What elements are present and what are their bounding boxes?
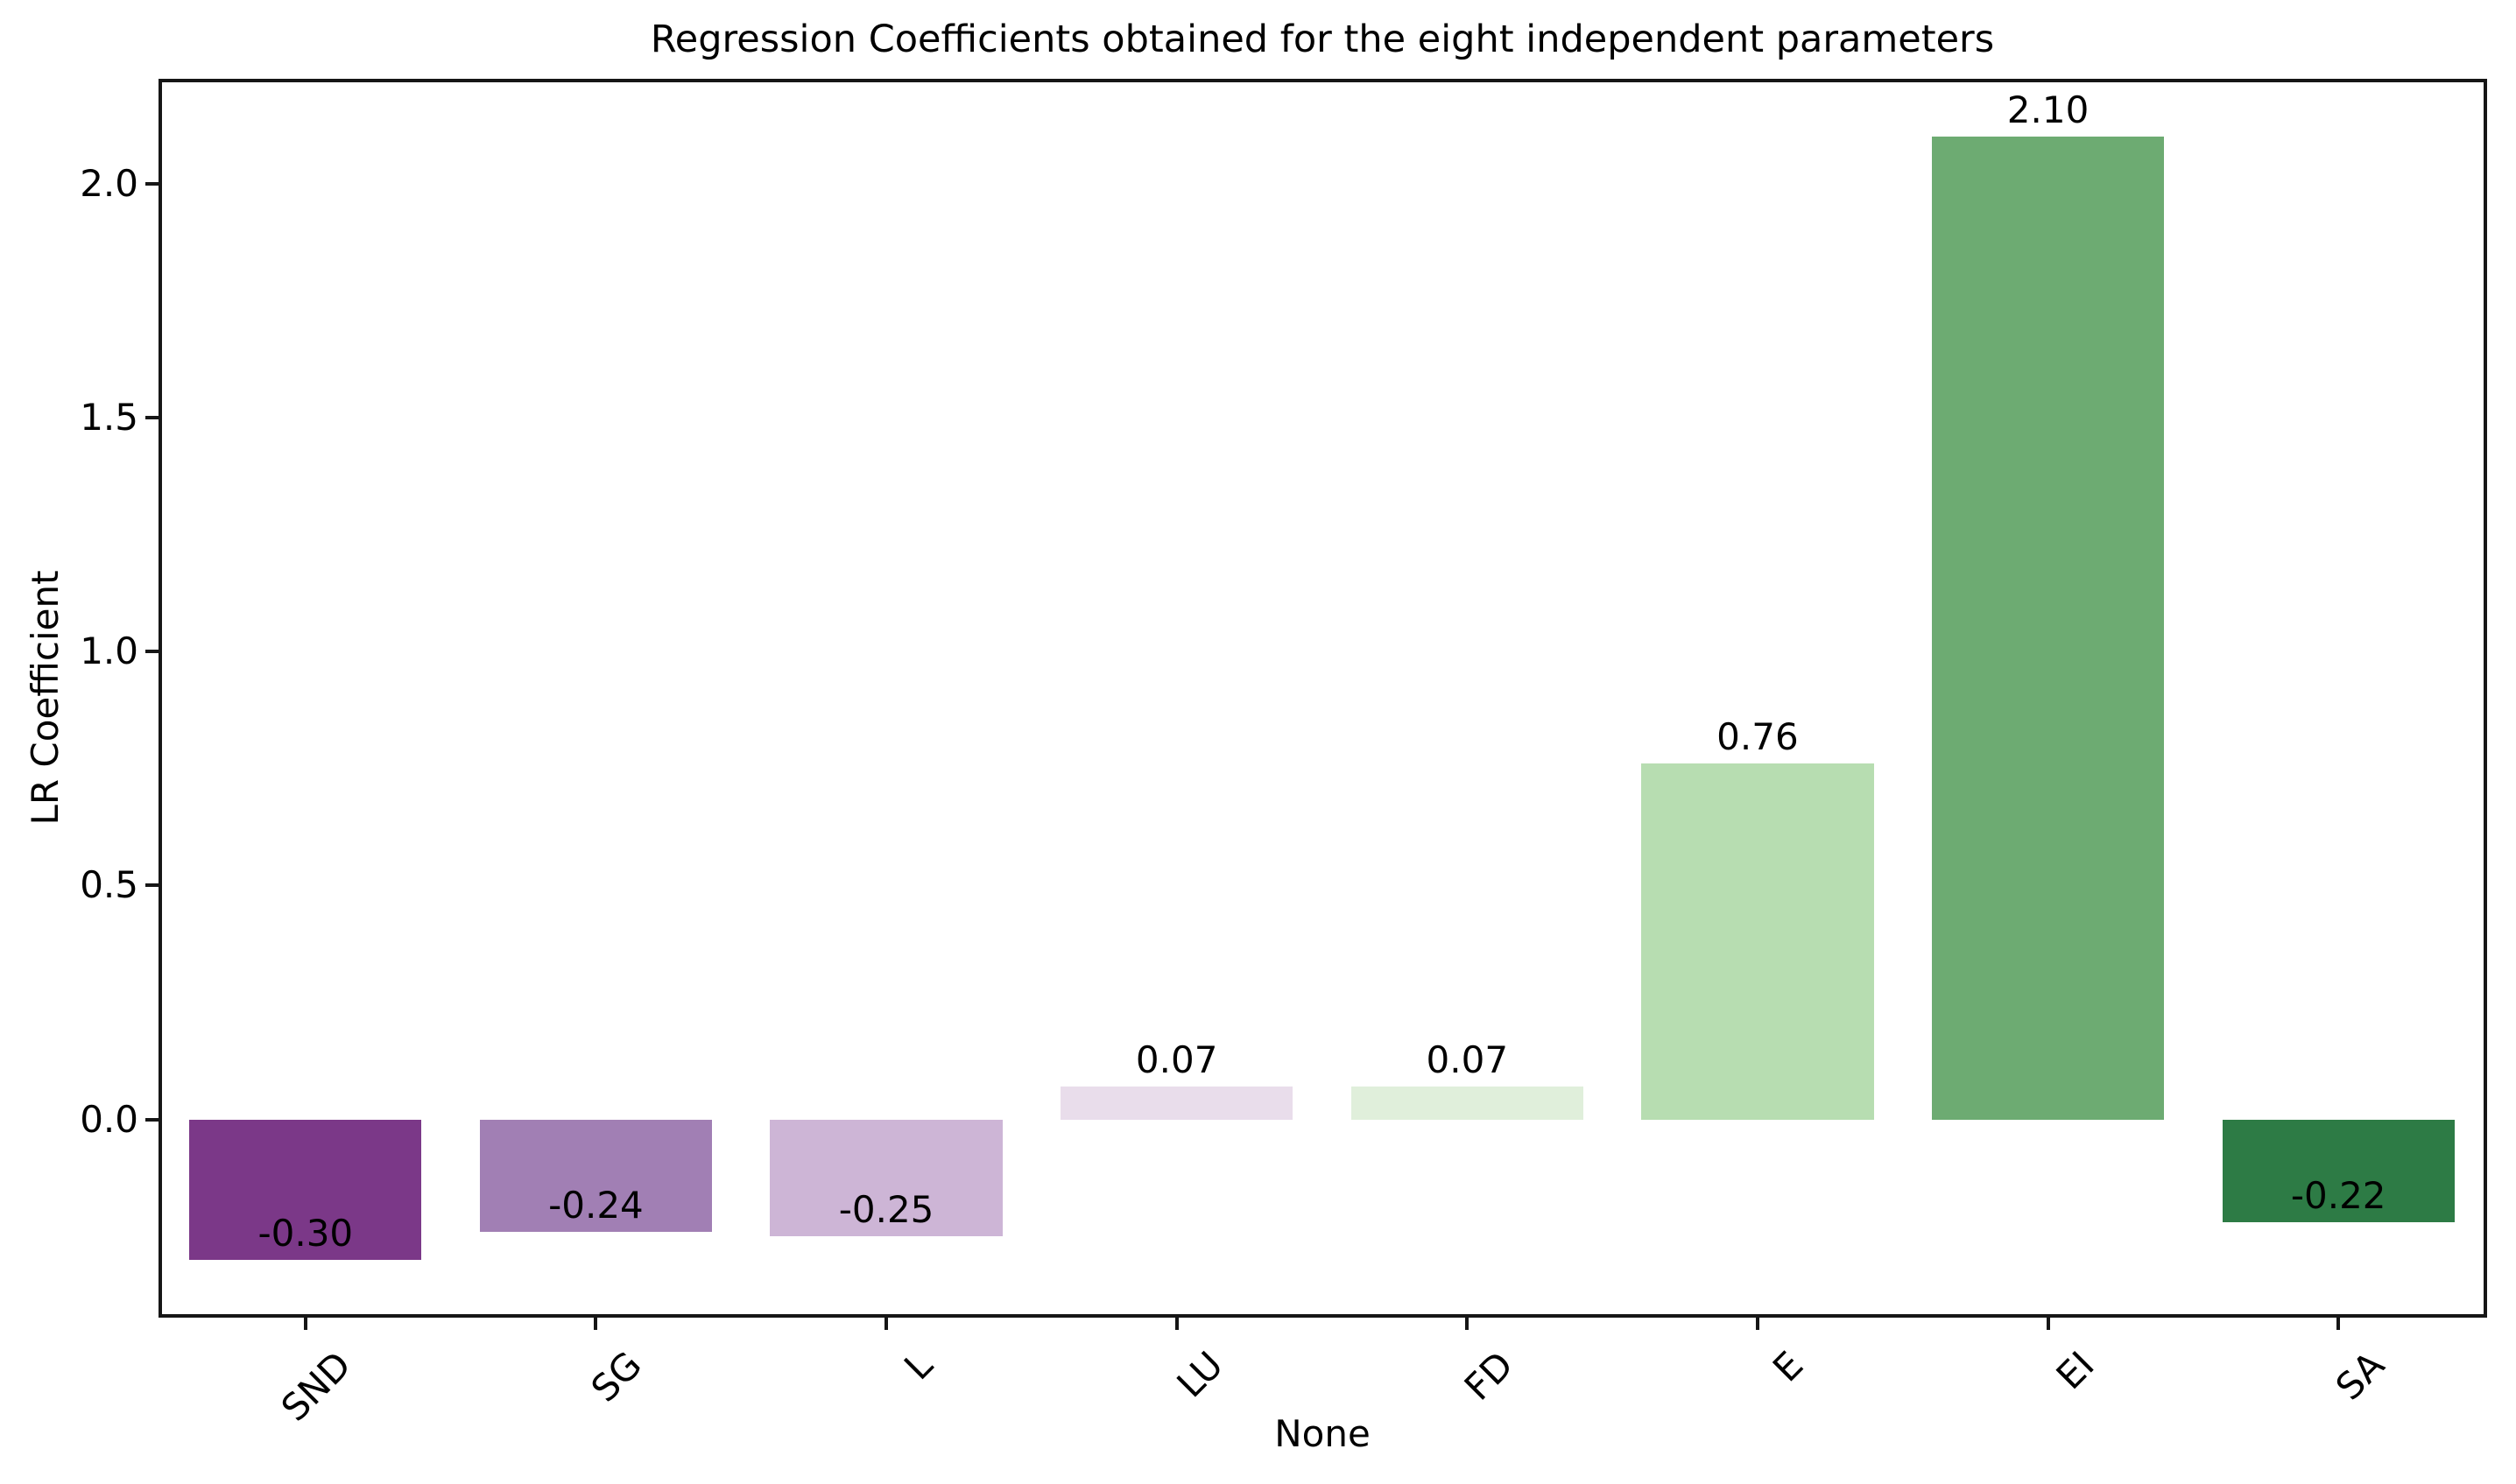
- y-tick-label: 1.0: [80, 629, 138, 673]
- x-axis-label: None: [1274, 1412, 1371, 1455]
- x-tick-label: LU: [1168, 1343, 1231, 1406]
- bar-SND: [189, 1119, 422, 1260]
- bar-EI: [1931, 137, 2165, 1120]
- x-tick-mark: [2336, 1318, 2341, 1330]
- bar-LU: [1061, 1087, 1293, 1120]
- plot-area-border: [159, 79, 2487, 1318]
- y-tick-mark: [145, 1117, 159, 1122]
- x-tick-mark: [1465, 1318, 1469, 1330]
- x-tick-label: SG: [582, 1343, 651, 1410]
- x-tick-mark: [594, 1318, 598, 1330]
- x-tick-label: SA: [2327, 1343, 2393, 1409]
- y-tick-mark: [145, 181, 159, 186]
- bar-FD: [1350, 1087, 1583, 1120]
- y-tick-mark: [145, 415, 159, 419]
- bar-SG: [479, 1119, 713, 1232]
- y-axis-label: LR Coefficient: [24, 570, 67, 826]
- y-tick-label: 0.0: [80, 1097, 138, 1141]
- x-tick-mark: [2046, 1318, 2050, 1330]
- bar-value-label: -0.30: [257, 1211, 354, 1255]
- y-tick-label: 1.5: [80, 395, 138, 439]
- x-tick-mark: [1755, 1318, 1759, 1330]
- bar-value-label: 2.10: [2006, 88, 2090, 132]
- x-tick-label: FD: [1455, 1343, 1522, 1409]
- chart-title: Regression Coefficients obtained for the…: [650, 18, 1995, 61]
- bar-value-label: 0.07: [1426, 1038, 1509, 1082]
- x-tick-label: SND: [273, 1343, 360, 1430]
- x-tick-mark: [303, 1318, 307, 1330]
- bar-value-label: -0.22: [2290, 1174, 2386, 1218]
- x-tick-label: L: [895, 1343, 941, 1389]
- x-tick-mark: [1174, 1318, 1179, 1330]
- bar-value-label: -0.25: [838, 1188, 934, 1232]
- y-tick-label: 0.5: [80, 863, 138, 907]
- bar-SA: [2222, 1119, 2455, 1223]
- y-tick-label: 2.0: [80, 161, 138, 205]
- x-tick-mark: [884, 1318, 889, 1330]
- bar-value-label: 0.07: [1135, 1038, 1218, 1082]
- y-tick-mark: [145, 883, 159, 888]
- y-tick-mark: [145, 650, 159, 654]
- bar-value-label: 0.76: [1716, 715, 1799, 759]
- bar-E: [1641, 763, 1874, 1120]
- bar-value-label: -0.24: [548, 1183, 644, 1227]
- x-tick-label: EI: [2047, 1343, 2103, 1398]
- bar-L: [770, 1119, 1003, 1237]
- x-tick-label: E: [1765, 1343, 1812, 1390]
